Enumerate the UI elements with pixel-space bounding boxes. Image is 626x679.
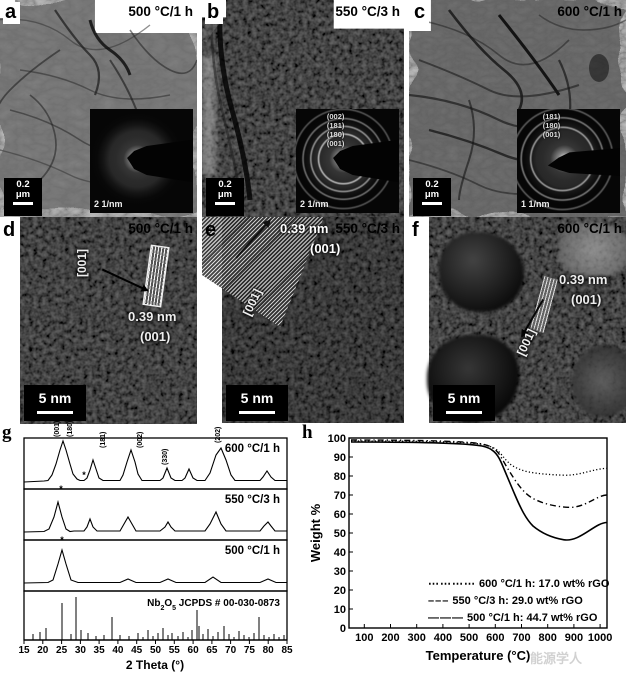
svg-text:20: 20 <box>37 645 49 656</box>
svg-text:*: * <box>82 470 86 480</box>
svg-text:100: 100 <box>328 433 346 445</box>
svg-text:(001): (001) <box>54 421 61 437</box>
svg-text:900: 900 <box>565 632 583 644</box>
svg-text:70: 70 <box>225 645 237 656</box>
svg-text:80: 80 <box>334 471 346 483</box>
svg-text:60: 60 <box>334 509 346 521</box>
svg-text:Weight %: Weight % <box>308 503 323 562</box>
svg-text:600 °C/1 h: 600 °C/1 h <box>225 443 280 455</box>
svg-text:90: 90 <box>334 452 346 464</box>
svg-text:50: 50 <box>150 645 162 656</box>
svg-text:500 °C/1 h: 500 °C/1 h <box>225 545 280 557</box>
svg-text:10: 10 <box>334 604 346 616</box>
svg-text:400: 400 <box>434 632 452 644</box>
svg-text:800: 800 <box>539 632 557 644</box>
svg-text:35: 35 <box>94 645 106 656</box>
svg-text:75: 75 <box>244 645 256 656</box>
svg-text:(181): (181) <box>100 432 107 448</box>
svg-text:550 °C/3 h: 550 °C/3 h <box>225 494 280 506</box>
svg-text:30: 30 <box>334 566 346 578</box>
svg-text:65: 65 <box>206 645 218 656</box>
svg-text:Nb2O5 JCPDS # 00-030-0873: Nb2O5 JCPDS # 00-030-0873 <box>147 598 280 612</box>
svg-text:15: 15 <box>18 645 30 656</box>
svg-text:45: 45 <box>131 645 143 656</box>
svg-text:50: 50 <box>334 528 346 540</box>
svg-text:20: 20 <box>334 585 346 597</box>
svg-text:55: 55 <box>169 645 181 656</box>
svg-text:(002): (002) <box>137 432 144 448</box>
svg-text:*: * <box>59 484 63 494</box>
svg-text:1000: 1000 <box>588 632 612 644</box>
svg-text:70: 70 <box>334 490 346 502</box>
svg-text:40: 40 <box>334 547 346 559</box>
svg-text:40: 40 <box>112 645 124 656</box>
svg-text:85: 85 <box>281 645 293 656</box>
svg-text:*: * <box>60 535 64 545</box>
svg-text:500: 500 <box>460 632 478 644</box>
svg-text:(180): (180) <box>67 421 74 437</box>
svg-text:Temperature (°C): Temperature (°C) <box>426 648 531 663</box>
svg-text:(202): (202) <box>215 427 222 443</box>
svg-text:60: 60 <box>188 645 200 656</box>
svg-text:200: 200 <box>381 632 399 644</box>
svg-text:0: 0 <box>340 623 346 635</box>
svg-text:80: 80 <box>263 645 275 656</box>
svg-text:2 Theta (°): 2 Theta (°) <box>126 658 184 672</box>
svg-text:100: 100 <box>355 632 373 644</box>
svg-text:30: 30 <box>75 645 87 656</box>
svg-text:600: 600 <box>486 632 504 644</box>
svg-text:(330): (330) <box>162 449 169 465</box>
svg-text:25: 25 <box>56 645 68 656</box>
svg-text:300: 300 <box>408 632 426 644</box>
svg-text:700: 700 <box>512 632 530 644</box>
